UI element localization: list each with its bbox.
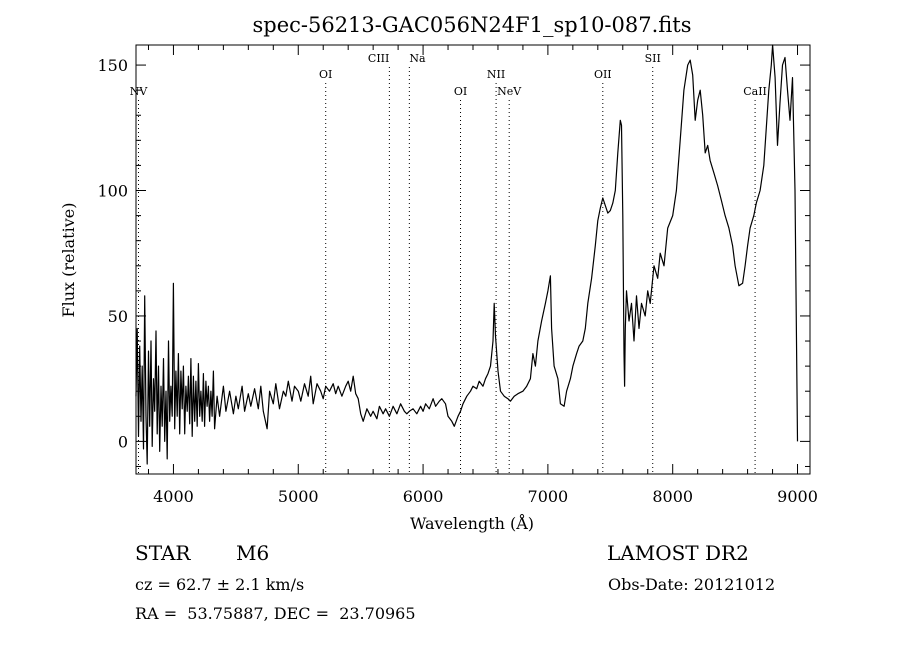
x-tick-label: 5000 (278, 487, 319, 506)
y-tick-label: 50 (108, 307, 128, 326)
survey-release: LAMOST DR2 (607, 541, 749, 565)
line-id-label: NV (130, 85, 149, 98)
y-axis-label: Flux (relative) (59, 203, 78, 318)
coordinates: RA = 53.75887, DEC = 23.70965 (135, 604, 416, 623)
x-tick-label: 7000 (528, 487, 569, 506)
redshift-value: cz = 62.7 ± 2.1 km/s (135, 575, 305, 594)
line-id-label: SII (645, 52, 661, 65)
chart-title: spec-56213-GAC056N24F1_sp10-087.fits (252, 13, 691, 37)
line-id-label: OI (454, 85, 467, 98)
x-tick-label: 4000 (153, 487, 194, 506)
spectrum-line (135, 44, 799, 465)
line-id-label: OII (594, 68, 612, 81)
line-id-label: CaII (743, 85, 767, 98)
x-tick-label: 8000 (652, 487, 693, 506)
line-id-label: CIII (368, 52, 389, 65)
line-id-label: NeV (497, 85, 522, 98)
line-id-label: OI (319, 68, 332, 81)
subclass: M6 (236, 541, 270, 565)
y-tick-label: 150 (97, 56, 128, 75)
line-id-label: NII (487, 68, 505, 81)
x-axis-label: Wavelength (Å) (410, 513, 534, 533)
observation-date: Obs-Date: 20121012 (608, 575, 776, 594)
object-class: STAR (135, 541, 191, 565)
plot-area-frame (135, 44, 811, 475)
y-tick-label: 0 (118, 432, 128, 451)
x-tick-label: 6000 (403, 487, 444, 506)
line-id-label: Na (409, 52, 426, 65)
y-tick-label: 100 (97, 182, 128, 201)
x-tick-label: 9000 (777, 487, 818, 506)
